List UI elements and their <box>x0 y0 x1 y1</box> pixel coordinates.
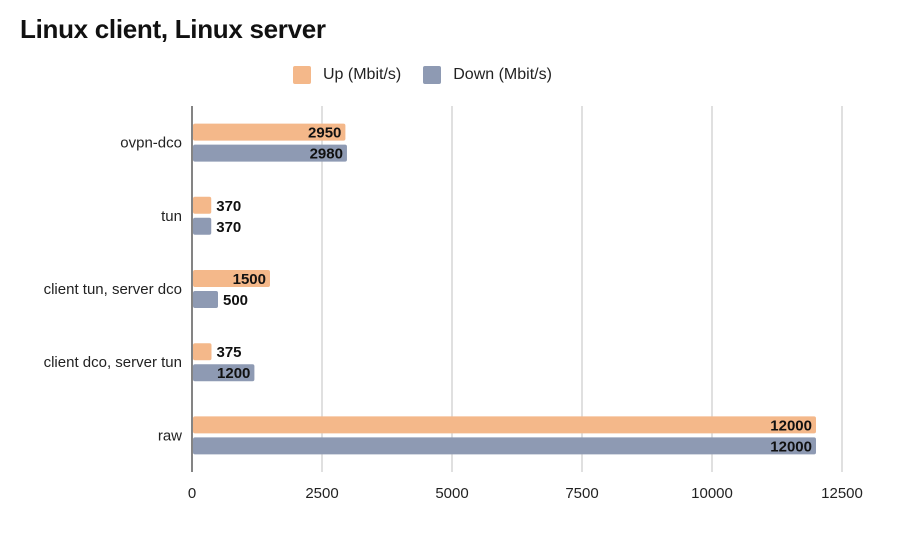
x-tick-label: 2500 <box>305 485 338 502</box>
bar <box>193 217 212 235</box>
data-label: 1200 <box>217 365 250 382</box>
data-label: 12000 <box>770 417 812 434</box>
x-tick-label: 10000 <box>691 485 733 502</box>
legend-item-up: Up (Mbit/s) <box>293 66 401 84</box>
bar <box>193 123 346 141</box>
chart-legend: Up (Mbit/s) Down (Mbit/s) <box>293 66 574 84</box>
data-label: 370 <box>216 198 241 215</box>
bar <box>193 343 212 361</box>
x-tick-label: 12500 <box>821 485 863 502</box>
bar <box>193 196 212 214</box>
data-label: 370 <box>216 219 241 236</box>
bar <box>193 291 218 308</box>
legend-swatch-down <box>423 66 442 84</box>
legend-label-up: Up (Mbit/s) <box>323 66 402 83</box>
data-label: 500 <box>223 292 248 309</box>
x-tick-label: 0 <box>188 485 196 502</box>
category-label: client dco, server tun <box>44 354 182 371</box>
legend-swatch-up <box>293 66 311 84</box>
category-label: raw <box>158 427 182 444</box>
category-label: client tun, server dco <box>44 281 182 298</box>
legend-label-down: Down (Mbit/s) <box>453 66 552 83</box>
data-label: 375 <box>217 344 242 361</box>
x-tick-label: 7500 <box>565 485 598 502</box>
data-label: 12000 <box>770 438 812 455</box>
x-tick-label: 5000 <box>435 485 468 502</box>
bar <box>193 364 255 382</box>
bar <box>193 270 270 287</box>
chart-title: Linux client, Linux server <box>20 14 326 44</box>
data-label: 2950 <box>308 125 341 142</box>
data-label: 1500 <box>233 271 266 288</box>
data-label: 2980 <box>310 146 343 163</box>
legend-item-down: Down (Mbit/s) <box>423 66 552 84</box>
bar <box>193 416 816 434</box>
category-label: ovpn-dco <box>120 135 182 152</box>
bar <box>193 437 816 455</box>
bar <box>193 144 347 162</box>
category-label: tun <box>161 208 182 225</box>
